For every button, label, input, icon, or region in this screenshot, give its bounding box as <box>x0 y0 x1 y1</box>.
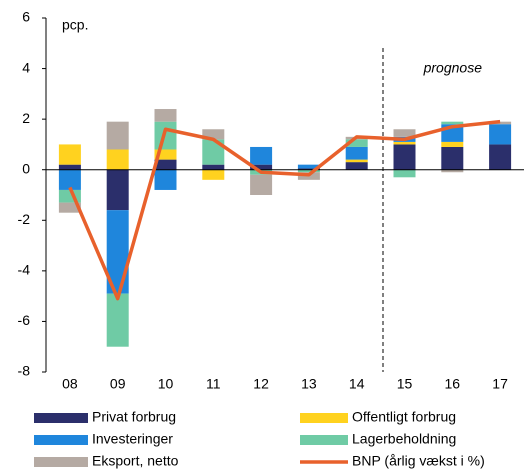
legend-swatch <box>34 435 88 445</box>
bar-segment <box>58 164 81 170</box>
bar-segment <box>154 159 177 170</box>
legend-label: Lagerbeholdning <box>352 431 456 447</box>
legend-label: Offentligt forbrug <box>352 409 456 425</box>
bar-segment <box>202 129 225 140</box>
bar-segment <box>345 139 368 147</box>
x-tick-label: 13 <box>301 376 317 392</box>
bar-segment <box>106 169 129 211</box>
bar-segment <box>441 169 464 173</box>
bar-segment <box>202 139 225 165</box>
bar-segment <box>297 168 320 170</box>
bar-segment <box>154 109 177 122</box>
bar-segment <box>58 202 81 213</box>
x-tick-label: 15 <box>397 376 413 392</box>
x-tick-label: 16 <box>445 376 461 392</box>
bar-segment <box>202 164 225 170</box>
bar-segment <box>393 129 416 137</box>
legend-label: Investeringer <box>92 431 173 447</box>
y-tick-label: -8 <box>18 363 31 379</box>
bar-segment <box>345 146 368 160</box>
bar-segment <box>154 169 177 190</box>
y-tick-label: 2 <box>22 110 30 126</box>
line-series <box>68 119 501 301</box>
y-tick-label: 6 <box>22 9 30 25</box>
x-tick-label: 12 <box>253 376 269 392</box>
bar-segment <box>489 144 512 170</box>
legend-label: BNP (årlig vækst i %) <box>352 453 485 469</box>
bar-segment <box>106 149 129 170</box>
bar-segment <box>106 293 129 347</box>
unit-label: pcp. <box>62 17 88 33</box>
bar-segment <box>393 144 416 170</box>
y-tick-label: -6 <box>18 312 31 328</box>
bar-segment <box>154 149 177 160</box>
x-tick-label: 11 <box>206 376 221 392</box>
bar-segment <box>345 159 368 163</box>
legend-swatch <box>300 413 348 423</box>
legend-swatch <box>34 457 88 467</box>
x-tick-label: 14 <box>349 376 365 392</box>
bar-segment <box>58 169 81 190</box>
bar-segment <box>250 174 273 195</box>
x-tick-label: 10 <box>158 376 174 392</box>
y-tick-label: 4 <box>22 59 30 75</box>
bar-segment <box>393 141 416 145</box>
bar-segment <box>441 121 464 125</box>
bar-segment <box>106 121 129 150</box>
legend-label: Privat forbrug <box>92 409 176 425</box>
bar-segment <box>250 164 273 170</box>
x-tick-label: 17 <box>492 376 508 392</box>
bar-segment <box>393 169 416 178</box>
bar-segment <box>250 146 273 165</box>
bar-segment <box>345 162 368 170</box>
forecast-label: prognose <box>423 60 483 76</box>
bar-segment <box>441 146 464 170</box>
x-tick-label: 08 <box>62 376 78 392</box>
y-tick-label: -4 <box>18 262 31 278</box>
legend-label: Eksport, netto <box>92 453 179 469</box>
bar-segment <box>58 144 81 165</box>
bar-segment <box>489 124 512 145</box>
x-tick-label: 09 <box>110 376 126 392</box>
y-tick-label: 0 <box>22 160 30 176</box>
legend-swatch <box>300 435 348 445</box>
bar-segment <box>202 169 225 180</box>
bar-segment <box>297 164 320 169</box>
legend-swatch <box>34 413 88 423</box>
bar-segment <box>441 141 464 147</box>
y-tick-label: -2 <box>18 211 31 227</box>
bar-segment <box>297 169 320 173</box>
